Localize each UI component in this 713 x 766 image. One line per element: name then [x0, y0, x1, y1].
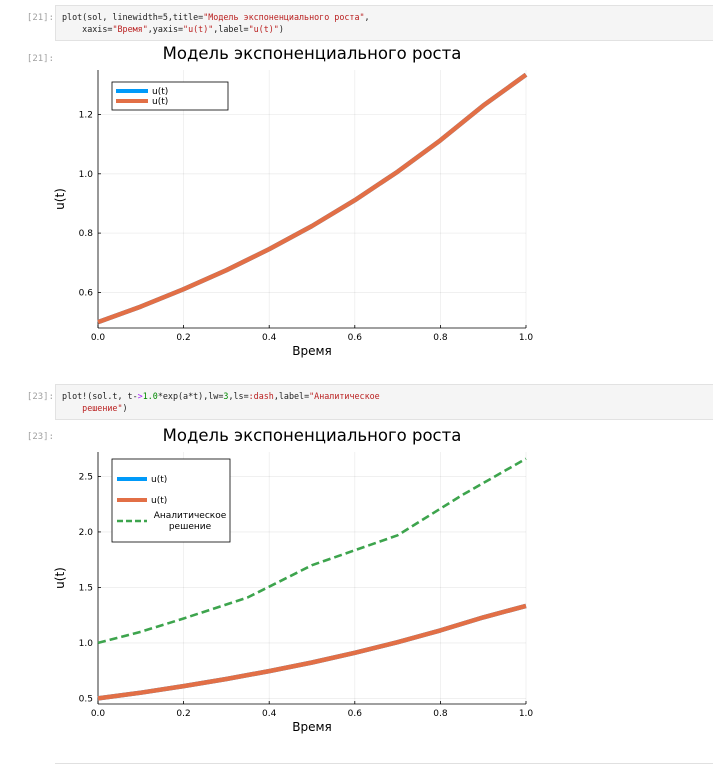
code-text: , — [364, 12, 370, 22]
chart-1: 0.0 0.2 0.4 0.6 0.8 1.0 0.6 0.8 1.0 1.2 Модель экс… — [52, 42, 542, 367]
code-text: *exp(a*t),lw= — [157, 391, 224, 401]
code-text: ,label= — [273, 391, 310, 401]
x-axis-label: Время — [292, 344, 332, 358]
x-tick-label: 0.0 — [91, 709, 106, 719]
x-tick-label: 0.6 — [348, 709, 363, 719]
x-axis-label: Время — [292, 720, 332, 734]
series-line-1 — [97, 72, 528, 325]
y-tick-label: 1.2 — [79, 110, 93, 120]
x-tick-label: 0.0 — [91, 333, 106, 343]
y-tick-label: 0.6 — [79, 288, 94, 298]
y-tick-label: 1.5 — [79, 583, 93, 593]
cell-1-output-prompt: [21]: — [26, 54, 54, 64]
chart-2-svg: 0.0 0.2 0.4 0.6 0.8 1.0 0.5 1.0 1.5 2.0 2.5 Модель … — [53, 426, 534, 734]
code-string: "u(t)" — [183, 24, 214, 34]
series-line-0 — [97, 603, 527, 701]
x-tick-label: 1.0 — [519, 333, 534, 343]
code-text: ) — [278, 24, 284, 34]
code-symbol: :dash — [248, 391, 274, 401]
y-tick-label: 0.5 — [79, 694, 93, 704]
legend-label: решение — [169, 522, 212, 532]
code-text: plot!(sol.t, t- — [62, 391, 138, 401]
cell-2-code-editor[interactable]: plot!(sol.t, t->1.0*exp(a*t),lw=3,ls=:da… — [55, 384, 713, 420]
cell-1-code-editor[interactable]: plot(sol, linewidth=5,title="Модель эксп… — [55, 5, 713, 41]
code-text: ,ls= — [228, 391, 249, 401]
cell-2-output-prompt: [23]: — [26, 432, 54, 442]
code-string: "u(t)" — [248, 24, 279, 34]
cell-1-input-prompt: [21]: — [26, 13, 54, 23]
code-text: xaxis= — [82, 24, 113, 34]
code-operator: > — [137, 391, 143, 401]
legend-label: u(t) — [152, 97, 168, 107]
x-tick-label: 0.2 — [176, 709, 190, 719]
x-tick-label: 0.4 — [262, 709, 277, 719]
legend-label: u(t) — [151, 475, 167, 485]
y-tick-label: 2.5 — [79, 472, 93, 482]
y-tick-label: 1.0 — [79, 639, 94, 649]
x-tick-label: 0.8 — [433, 333, 448, 343]
code-string: "Время" — [112, 24, 148, 34]
code-number: 1.0 — [142, 391, 158, 401]
chart-2: 0.0 0.2 0.4 0.6 0.8 1.0 0.5 1.0 1.5 2.0 2.5 Модель … — [52, 422, 542, 747]
series-line-2 — [97, 457, 527, 645]
y-tick-label: 0.8 — [79, 229, 94, 239]
code-text: ,yaxis= — [147, 24, 184, 34]
y-tick-label: 2.0 — [79, 528, 94, 538]
x-tick-label: 0.8 — [433, 709, 448, 719]
x-tick-label: 1.0 — [519, 709, 534, 719]
code-text: ) — [122, 403, 128, 413]
code-string: решение" — [82, 403, 123, 413]
cell-2-input-prompt: [23]: — [26, 392, 54, 402]
y-axis-label: u(t) — [53, 567, 67, 589]
series-line-1 — [97, 603, 527, 701]
x-tick-label: 0.6 — [348, 333, 363, 343]
x-tick-label: 0.2 — [176, 333, 190, 343]
chart-title: Модель экспоненциального роста — [163, 426, 462, 445]
code-text: plot(sol, linewidth=5,title= — [62, 12, 204, 22]
code-number: 3 — [223, 391, 229, 401]
legend-label: u(t) — [152, 87, 168, 97]
series-line-0 — [97, 72, 528, 325]
cell-divider — [55, 763, 713, 764]
legend-label: u(t) — [151, 496, 167, 506]
code-string: "Аналитическое — [309, 391, 380, 401]
chart-1-svg: 0.0 0.2 0.4 0.6 0.8 1.0 0.6 0.8 1.0 1.2 Модель экс… — [53, 44, 534, 358]
code-text: ,label= — [213, 24, 249, 34]
legend-box — [111, 81, 229, 111]
legend-label: Аналитическое — [154, 511, 227, 521]
x-tick-label: 0.4 — [262, 333, 277, 343]
y-tick-label: 1.0 — [79, 170, 94, 180]
y-axis-label: u(t) — [53, 188, 67, 210]
chart-title: Модель экспоненциального роста — [163, 44, 462, 63]
code-string: "Модель экспоненциального роста" — [203, 12, 365, 22]
